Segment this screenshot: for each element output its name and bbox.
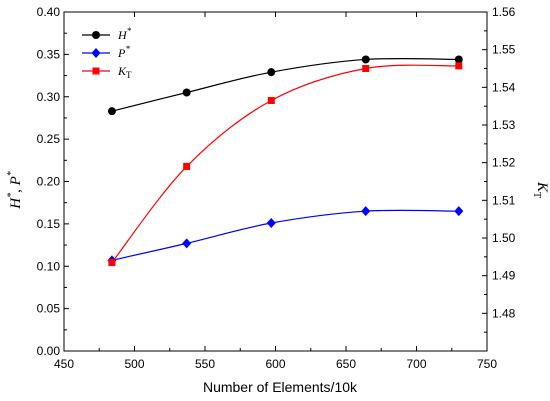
right-y-tick-label: 1.55 — [492, 43, 516, 57]
left-y-tick-label: 0.05 — [37, 302, 61, 316]
data-point-h — [182, 88, 191, 97]
right-y-tick-label: 1.54 — [492, 80, 516, 94]
right-axis-title-k: K — [534, 181, 550, 193]
series-k-group — [108, 62, 463, 266]
left-axis-title-h-sup: * — [6, 193, 17, 198]
left-axis-title-p: P — [8, 176, 24, 186]
data-point-k — [362, 65, 370, 72]
data-point-p — [182, 238, 192, 249]
data-point-p — [266, 218, 276, 229]
left-y-tick-label: 0.25 — [37, 132, 61, 146]
left-axis-title-h: H — [8, 197, 24, 210]
legend-entry-p: P* — [82, 44, 130, 60]
data-point-k — [455, 62, 463, 70]
series-line-p — [111, 209, 459, 261]
left-y-tick-label: 0.15 — [37, 217, 61, 231]
legend-label: KT — [117, 64, 132, 80]
right-y-tick-label: 1.50 — [492, 231, 516, 245]
legend-swatch-marker — [92, 67, 100, 75]
data-point-p — [454, 206, 464, 217]
legend-label-name: H — [117, 28, 128, 42]
axes-layer: 450 500 550 600 650 700 750 0.00 0.05 0.10 0.15 0.2… — [37, 5, 516, 371]
right-y-tick-label: 1.48 — [492, 306, 516, 320]
left-y-tick-label: 0.35 — [37, 47, 61, 61]
left-y-tick-label: 0.20 — [37, 175, 61, 189]
series-p-group — [107, 206, 464, 266]
legend-label-name: P — [117, 46, 126, 60]
x-tick-label: 450 — [54, 357, 74, 371]
data-point-h — [454, 55, 463, 64]
legend-label-name: K — [117, 64, 127, 78]
right-y-tick-label: 1.52 — [492, 156, 516, 170]
legend-entry-h: H* — [82, 26, 132, 42]
data-point-h — [107, 107, 116, 116]
x-tick-label: 500 — [124, 357, 144, 371]
right-y-tick-label: 1.51 — [492, 193, 516, 207]
right-y-tick-label: 1.49 — [492, 269, 516, 283]
legend-swatch-marker — [92, 31, 100, 39]
right-axis-title-k-sub: T — [531, 192, 542, 198]
x-tick-label: 600 — [265, 357, 285, 371]
right-y-tick-label: 1.56 — [492, 5, 516, 19]
series-h-group — [107, 55, 463, 116]
data-point-k — [183, 162, 191, 170]
left-y-tick-label: 0.00 — [37, 344, 61, 358]
x-axis-title: Number of Elements/10k — [203, 379, 358, 395]
left-axis-title-sep: , — [8, 185, 24, 193]
x-tick-label: 750 — [477, 357, 497, 371]
x-tick-label: 650 — [336, 357, 356, 371]
data-point-h — [267, 68, 276, 77]
legend-label-sup: * — [125, 44, 130, 54]
left-y-tick-label: 0.10 — [37, 259, 61, 273]
series-line-h — [111, 57, 459, 112]
right-axis-title: KT — [531, 181, 550, 198]
data-point-h — [361, 55, 370, 64]
plot-frame — [63, 11, 488, 352]
legend-label: P* — [117, 44, 130, 60]
x-tick-label: 700 — [406, 357, 426, 371]
left-axis-title: H*, P* — [6, 171, 24, 210]
x-tick-label: 550 — [195, 357, 215, 371]
series-layer — [107, 55, 464, 266]
left-axis-title-p-sup: * — [6, 171, 17, 176]
data-point-k — [108, 258, 116, 266]
legend-swatch-marker — [91, 48, 101, 58]
data-point-p — [361, 206, 371, 217]
legend-entry-k: KT — [82, 64, 132, 80]
data-point-k — [267, 97, 275, 105]
legend: H*P*KT — [82, 26, 132, 80]
legend-label-sub: T — [126, 70, 132, 80]
right-y-tick-label: 1.53 — [492, 118, 516, 132]
left-y-tick-label: 0.40 — [37, 5, 61, 19]
legend-label-sup: * — [127, 26, 132, 36]
left-y-tick-label: 0.30 — [37, 90, 61, 104]
series-line-k — [111, 64, 459, 263]
legend-label: H* — [117, 26, 132, 42]
